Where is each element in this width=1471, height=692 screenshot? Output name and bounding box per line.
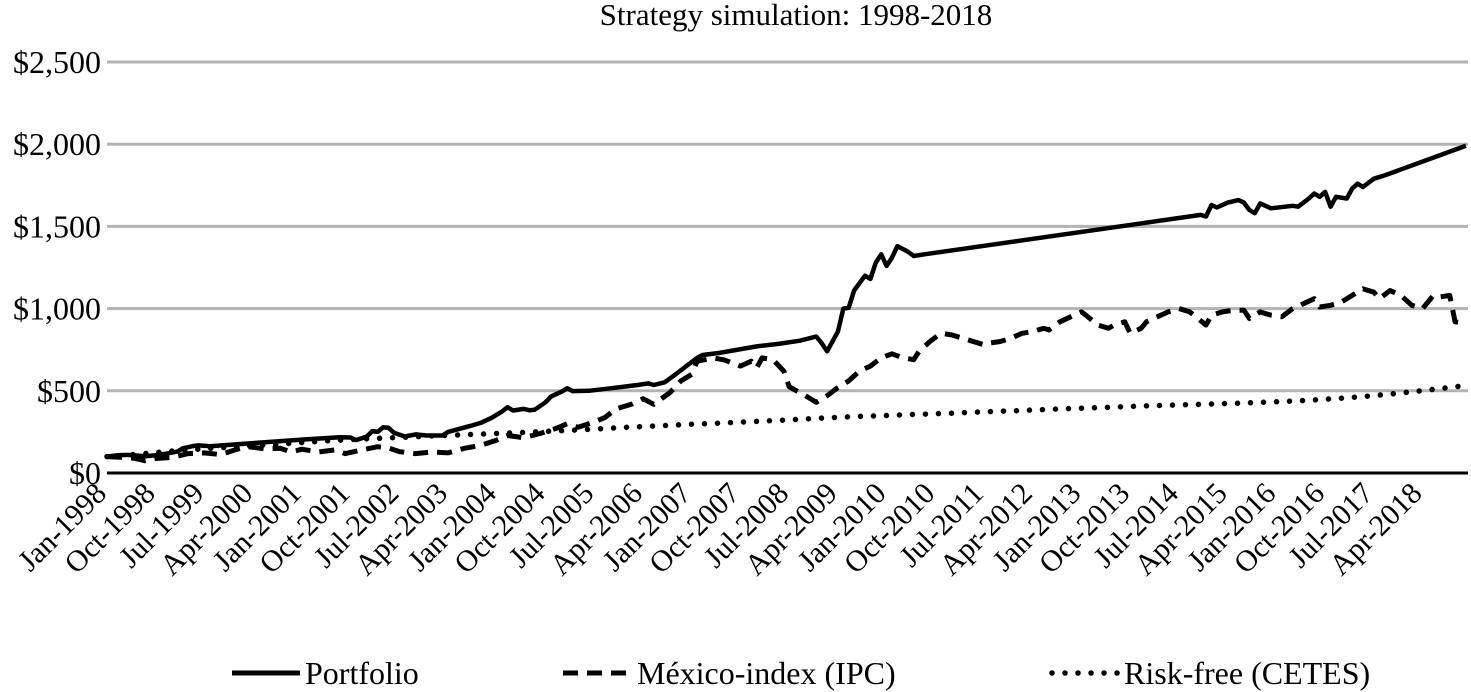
series-line-portfolio	[106, 143, 1467, 459]
y-tick-label: $2,000	[13, 126, 101, 162]
y-axis-labels: $0 $500 $1,000 $1,500 $2,000 $2,500	[13, 44, 101, 491]
legend-label-portfolio: Portfolio	[305, 655, 419, 691]
y-tick-label: $500	[37, 373, 101, 409]
x-axis-labels: Jan-1998Oct-1998Jul-1999Apr-2000Jan-2001…	[12, 477, 1429, 582]
legend-item-mexico-index: México-index (IPC)	[563, 655, 896, 691]
y-tick-label: $2,500	[13, 44, 101, 80]
legend-item-portfolio: Portfolio	[232, 655, 419, 691]
chart-title: Strategy simulation: 1998-2018	[600, 0, 993, 32]
y-tick-label: $1,000	[13, 291, 101, 327]
gridlines	[107, 60, 1468, 475]
series-lines	[104, 143, 1469, 464]
legend-label-mexico-index: México-index (IPC)	[637, 655, 896, 691]
legend-label-risk-free: Risk-free (CETES)	[1124, 655, 1370, 691]
y-tick-label: $1,500	[13, 208, 101, 244]
series-line-mexico-index	[106, 286, 1467, 464]
series-line-risk-free	[104, 382, 1469, 460]
legend-item-risk-free: Risk-free (CETES)	[1049, 655, 1370, 691]
y-tick-label: $0	[69, 455, 101, 491]
legend: Portfolio México-index (IPC) Risk-free (…	[232, 655, 1370, 691]
